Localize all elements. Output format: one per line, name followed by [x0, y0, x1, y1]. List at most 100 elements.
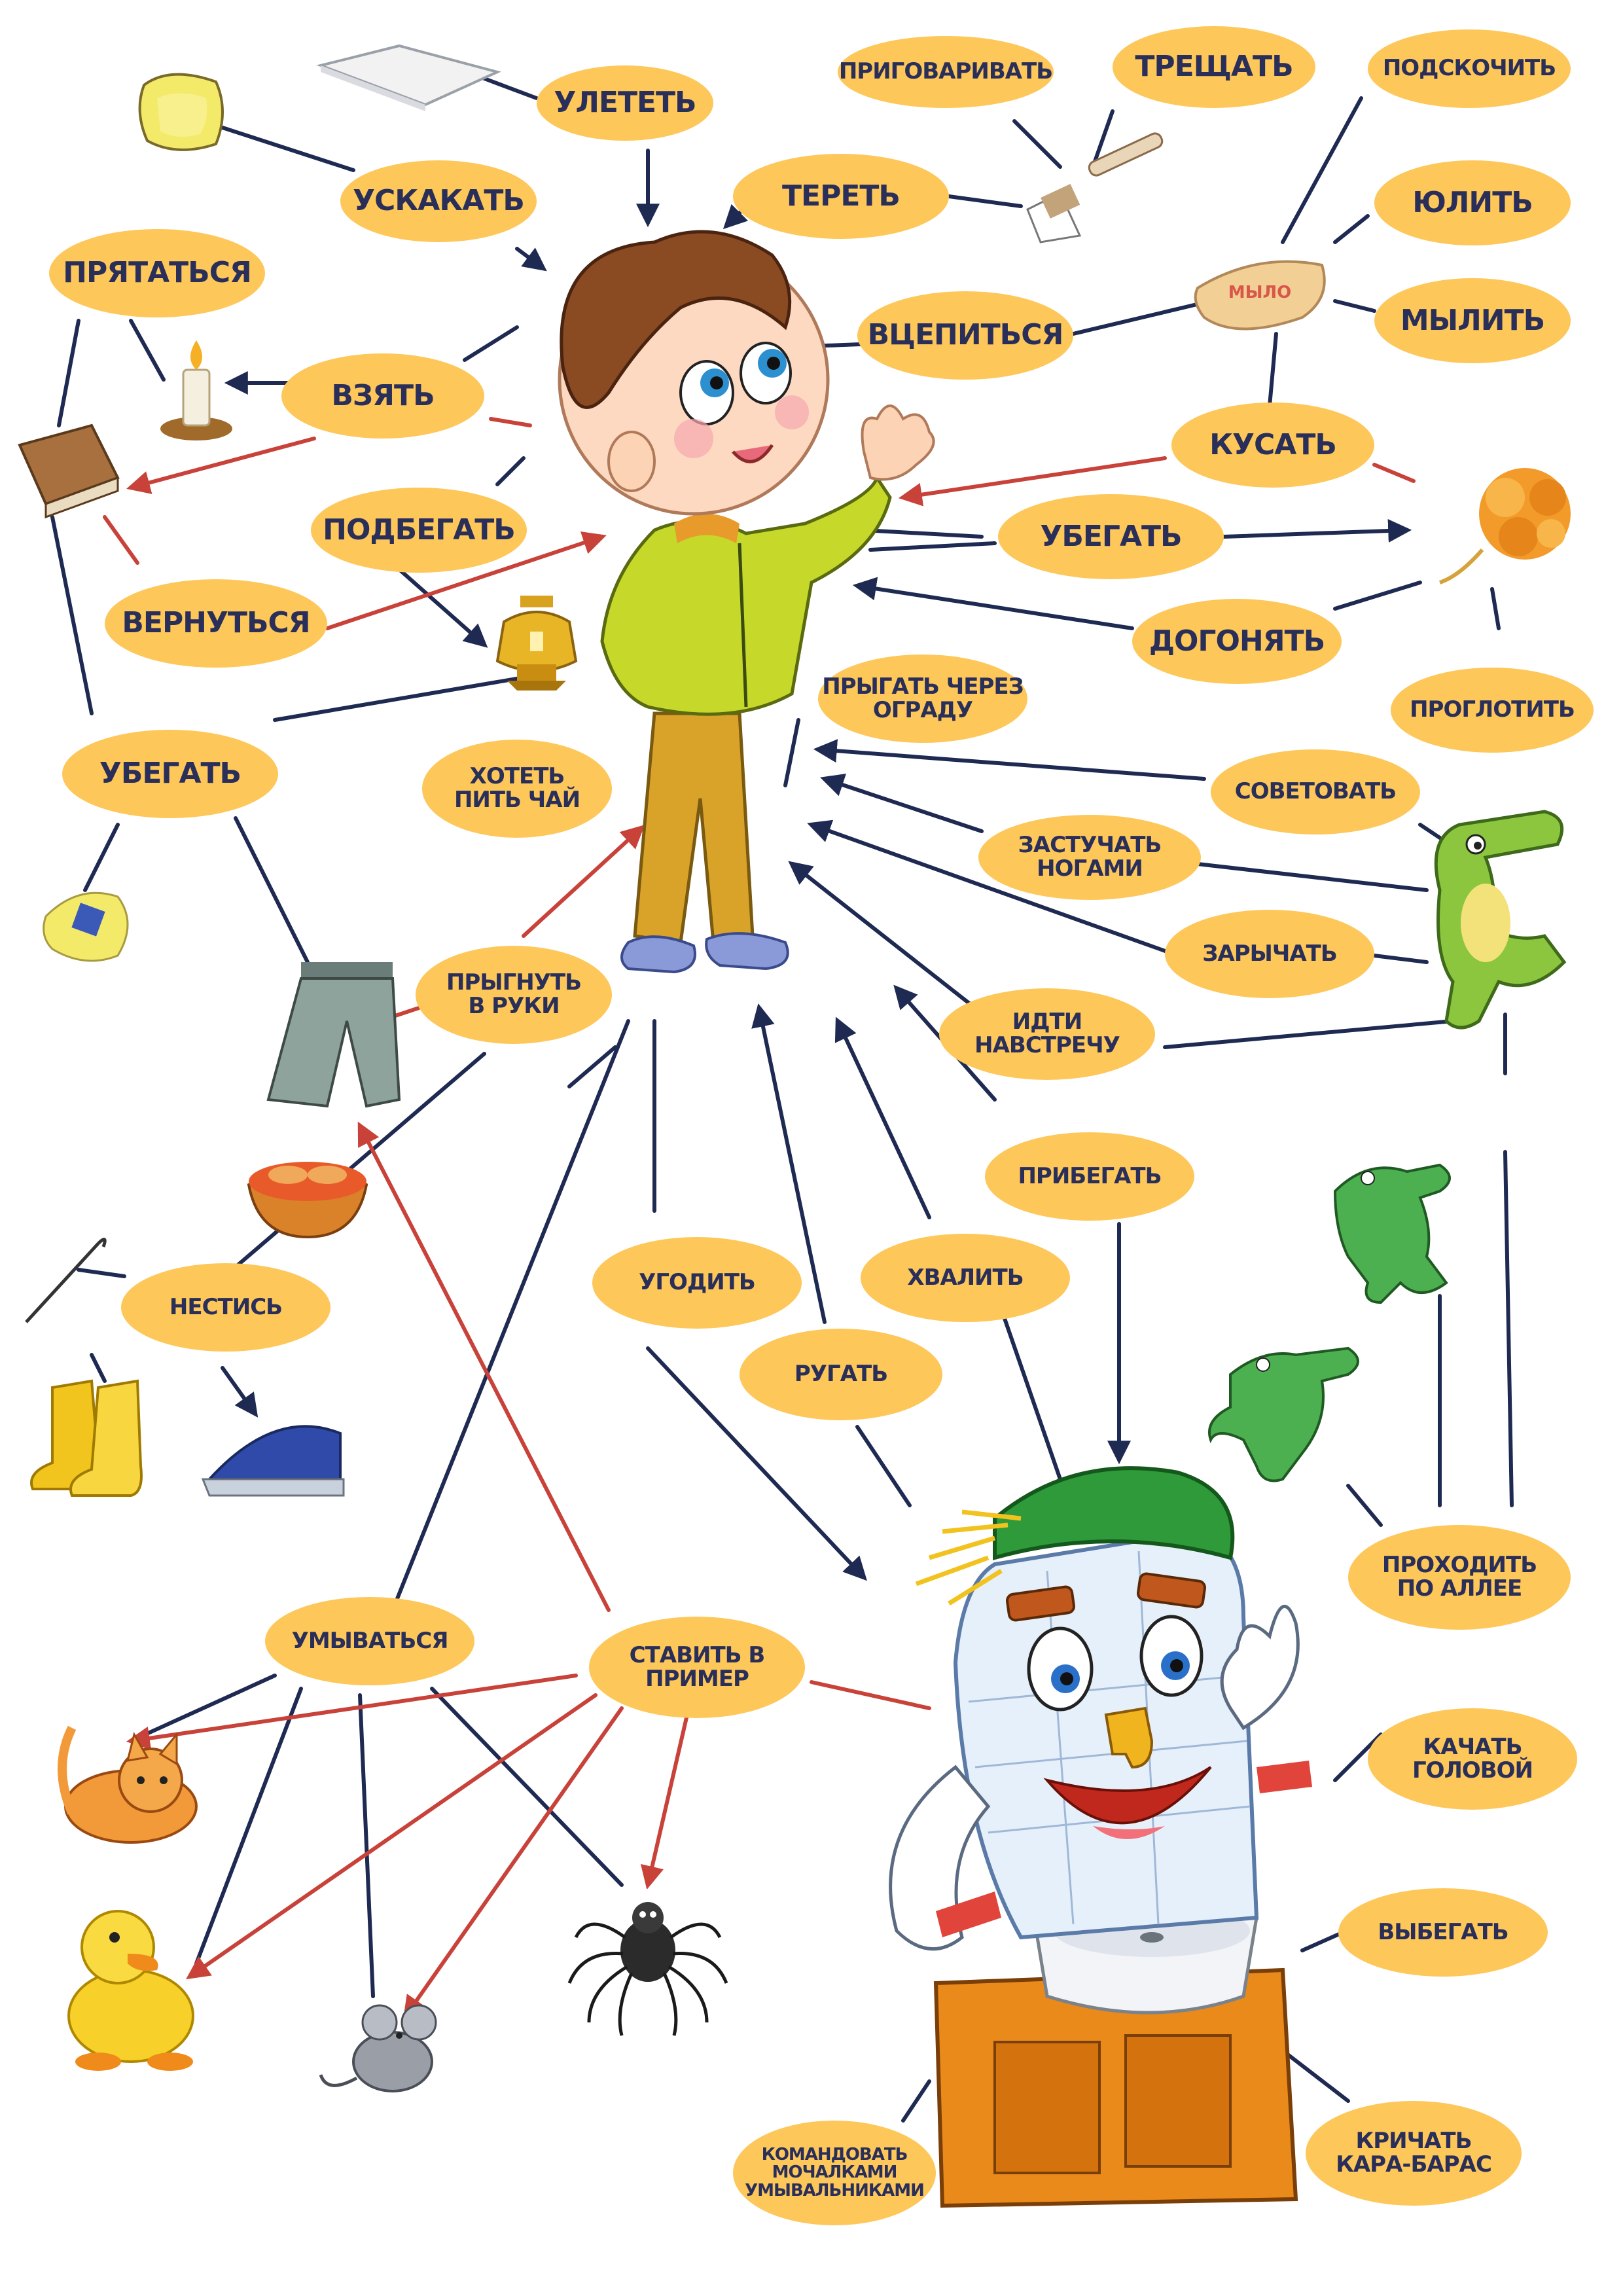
connector [1333, 299, 1376, 313]
node-pribegat: ПРИБЕГАТЬ [985, 1132, 1194, 1221]
connector [1490, 587, 1501, 630]
connector-red [898, 456, 1167, 507]
node-kusat: КУСАТЬ [1171, 403, 1374, 488]
connector [788, 861, 977, 1010]
connector [515, 247, 547, 272]
connector-red [126, 437, 316, 494]
pillow-icon [138, 73, 224, 151]
connector [221, 126, 355, 172]
node-vernutsya: ВЕРНУТЬСЯ [105, 579, 327, 668]
connector [567, 1045, 617, 1088]
node-hvalit: ХВАЛИТЬ [861, 1234, 1070, 1322]
connector-red [126, 1674, 578, 1750]
connector [234, 816, 310, 964]
connector [194, 1687, 303, 1965]
connector-red [1372, 463, 1416, 483]
connector [813, 739, 1206, 781]
connector-red [357, 1121, 611, 1612]
node-podbegat: ПОДБЕГАТЬ [311, 488, 527, 573]
connector-red [186, 1693, 597, 1980]
connector [855, 1425, 912, 1507]
poker-icon [25, 1238, 107, 1323]
blanket-icon [316, 44, 501, 111]
crocodile-icon [1208, 1346, 1359, 1482]
trousers-icon [266, 962, 401, 1108]
connector [1333, 581, 1422, 611]
spider-icon [567, 1902, 728, 2036]
connector [90, 1353, 107, 1383]
connector [77, 1268, 126, 1278]
crocodile-icon [1333, 1163, 1451, 1304]
connector [482, 77, 539, 100]
node-dogonyat: ДОГОНЯТЬ [1132, 599, 1342, 684]
node-prygat-cherez-ogradu: ПРЫГАТЬ ЧЕРЕЗ ОГРАДУ [818, 655, 1027, 743]
connector-red [402, 1706, 624, 2020]
node-kachat-golovoi: КАЧАТЬ ГОЛОВОЙ [1368, 1708, 1577, 1810]
connector [1222, 519, 1412, 543]
connector [430, 1687, 624, 1887]
node-krichat-kara-baras: КРИЧАТЬ КАРА-БАРАС [1306, 2101, 1522, 2206]
connector [751, 1003, 827, 1324]
boots-icon [30, 1379, 143, 1497]
connector [273, 672, 545, 722]
connector [50, 515, 94, 715]
node-umyvatsya: УМЫВАТЬСЯ [265, 1597, 474, 1685]
node-vybegat: ВЫБЕГАТЬ [1338, 1888, 1548, 1977]
handkerchief-icon [43, 891, 129, 962]
connector [1268, 332, 1278, 408]
node-kommandovat: КОМАНДОВАТЬ МОЧАЛКАМИ УМЫВАЛЬНИКАМИ [733, 2121, 936, 2225]
soap-icon: МЫЛО [1194, 260, 1326, 331]
connector [463, 325, 519, 362]
connector [358, 1693, 375, 1998]
node-prigovarivat: ПРИГОВАРИВАТЬ [838, 36, 1054, 108]
node-vtsepitsya: ВЦЕПИТЬСЯ [857, 291, 1073, 380]
connector [391, 1019, 630, 1612]
moydodyr-character [889, 1466, 1312, 2208]
node-ubegat-right: УБЕГАТЬ [998, 494, 1224, 579]
connector [1333, 214, 1370, 244]
node-mylit: МЫЛИТЬ [1374, 278, 1571, 363]
node-uskakat: УСКАКАТЬ [340, 160, 537, 242]
book-icon [18, 423, 120, 519]
connector [397, 567, 488, 648]
connector [783, 718, 800, 787]
node-ubegat-left: УБЕГАТЬ [62, 730, 278, 818]
connector [1071, 299, 1213, 336]
connector [820, 774, 984, 833]
connector [129, 319, 166, 382]
connector [1012, 119, 1062, 169]
connector [1372, 954, 1429, 964]
node-idti-navstrechu: ИДТИ НАВСТРЕЧУ [939, 988, 1155, 1080]
connector [868, 541, 997, 552]
mouse-icon [319, 2004, 437, 2092]
samovar-icon [495, 596, 578, 691]
connector [901, 2079, 931, 2123]
node-vzyat: ВЗЯТЬ [281, 353, 484, 439]
brush-icon [1026, 132, 1164, 243]
node-rugat: РУГАТЬ [740, 1329, 942, 1420]
node-proglotit: ПРОГЛОТИТЬ [1391, 668, 1594, 753]
connector [862, 528, 984, 539]
connector [83, 823, 120, 892]
sponge-icon [1438, 468, 1571, 584]
kitten-icon [58, 1725, 198, 1844]
duckling-icon [67, 1910, 194, 2071]
node-treschat: ТРЕЩАТЬ [1113, 26, 1315, 108]
connector [129, 1674, 277, 1743]
connector-red [522, 825, 645, 938]
connector-red [325, 531, 607, 630]
soap-label: МЫЛО [1228, 283, 1292, 302]
connector [1281, 96, 1363, 244]
connector [852, 577, 1134, 630]
node-prohodit-po-allee: ПРОХОДИТЬ ПО АЛЛЕЕ [1348, 1525, 1571, 1630]
node-ugodit: УГОДИТЬ [592, 1237, 802, 1329]
connector-red [810, 1680, 931, 1710]
node-sovetovat: СОВЕТОВАТЬ [1211, 749, 1420, 834]
node-teret: ТЕРЕТЬ [733, 154, 949, 239]
candle-icon [160, 340, 232, 440]
connector [807, 819, 1180, 958]
node-zastuchat-nogami: ЗАСТУЧАТЬ НОГАМИ [978, 815, 1201, 900]
iron-icon [201, 1425, 345, 1497]
